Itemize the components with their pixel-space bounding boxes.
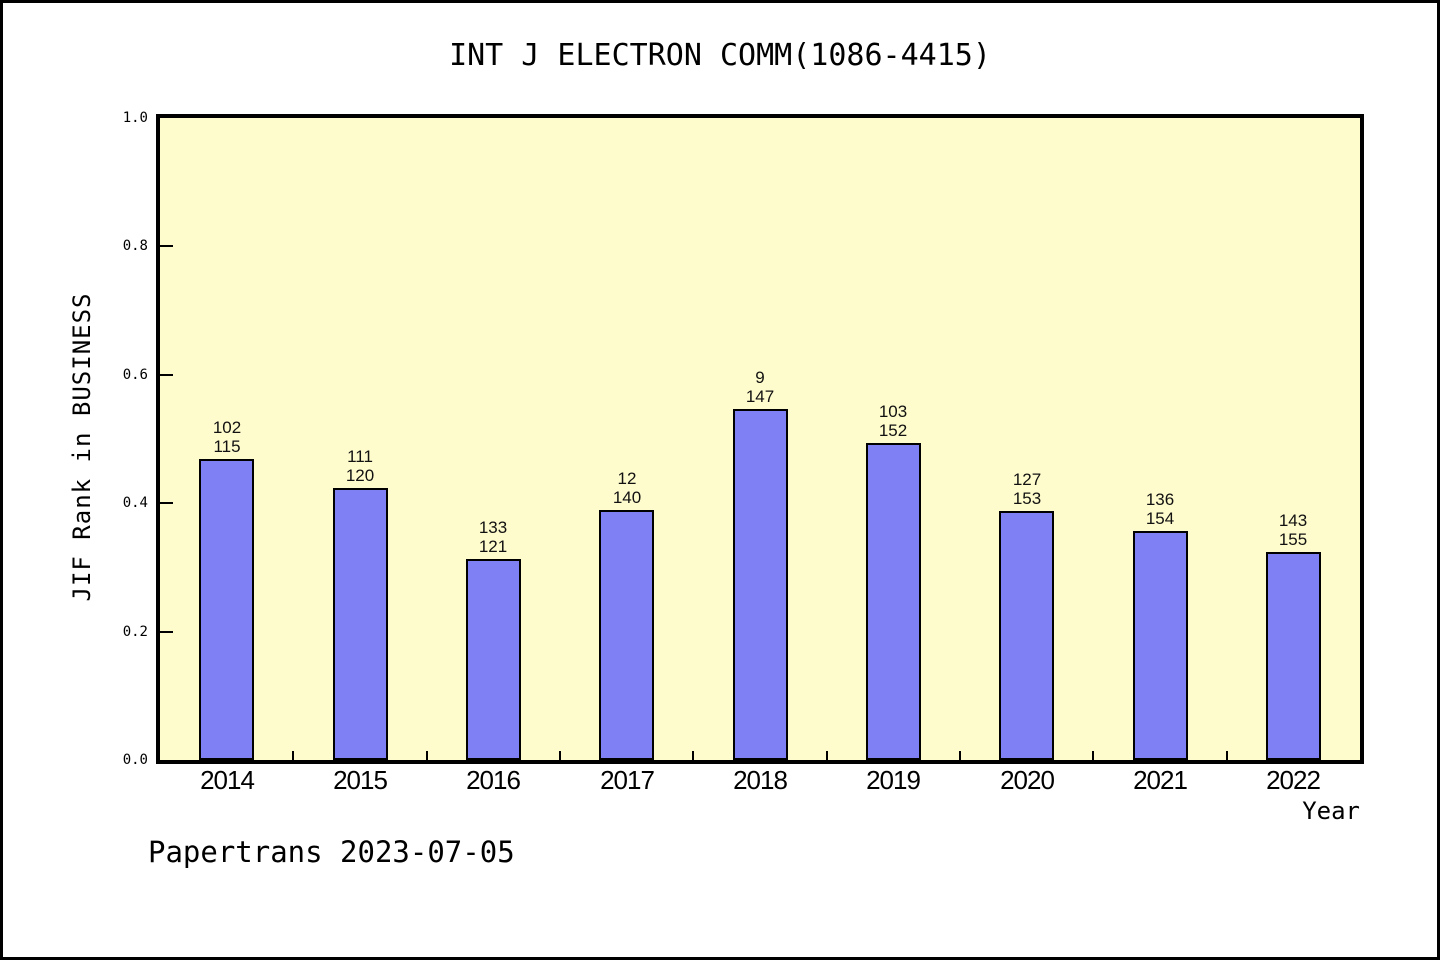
bar — [1266, 552, 1321, 760]
y-tick-mark — [160, 374, 173, 376]
bar-value-line: 120 — [345, 466, 375, 485]
x-minor-tick-mark — [1092, 751, 1094, 760]
y-tick-mark — [160, 245, 173, 247]
y-tick-label: 0.0 — [122, 752, 148, 768]
bar-value-line: 12 — [617, 469, 637, 488]
watermark-text: Papertrans 2023-07-05 — [148, 835, 515, 869]
bar — [1133, 531, 1188, 760]
bar-value-label: 133 121 — [438, 518, 548, 556]
x-tick-label: 2021 — [1133, 765, 1188, 795]
bar-value-label: 102 115 — [172, 418, 282, 456]
plot-area: 102 115 111 120 133 121 12 140 9 147 103 152 127 153 1… — [156, 114, 1364, 764]
bar-value-label: 9 147 — [705, 368, 815, 406]
bar-value-line: 102 — [212, 418, 242, 437]
bar-value-line: 152 — [878, 421, 908, 440]
y-tick-label: 0.8 — [122, 238, 148, 254]
x-minor-tick-mark — [559, 751, 561, 760]
x-minor-tick-mark — [292, 751, 294, 760]
x-minor-tick-mark — [692, 751, 694, 760]
bar-value-line: 140 — [612, 488, 642, 507]
bar — [466, 559, 521, 760]
bar — [999, 511, 1054, 760]
x-minor-tick-mark — [1226, 751, 1228, 760]
bar-value-line: 103 — [878, 402, 908, 421]
y-tick-label: 0.4 — [122, 495, 148, 511]
bar-value-label: 127 153 — [972, 470, 1082, 508]
x-tick-label: 2015 — [333, 765, 388, 795]
y-tick-label: 1.0 — [122, 110, 148, 126]
bar-value-line: 143 — [1278, 511, 1308, 530]
bar-value-line: 133 — [478, 518, 508, 537]
x-tick-label: 2018 — [733, 765, 788, 795]
bar-value-label: 103 152 — [838, 402, 948, 440]
y-axis-label: JIF Rank in BUSINESS — [68, 292, 96, 602]
bar-value-line: 153 — [1012, 489, 1042, 508]
bar-value-line: 9 — [755, 368, 765, 387]
x-minor-tick-mark — [426, 751, 428, 760]
chart-title: INT J ELECTRON COMM(1086-4415) — [449, 38, 991, 73]
x-axis-title: Year — [1302, 797, 1360, 825]
y-tick-label: 0.6 — [122, 367, 148, 383]
y-tick-mark — [160, 631, 173, 633]
bar-value-label: 143 155 — [1238, 511, 1348, 549]
y-tick-label: 0.2 — [122, 624, 148, 640]
bar-value-line: 115 — [213, 437, 241, 456]
bar-value-line: 127 — [1012, 470, 1042, 489]
y-tick-mark — [160, 502, 173, 504]
bar-value-label: 111 120 — [305, 447, 415, 485]
bar-value-line: 154 — [1145, 509, 1175, 528]
x-tick-label: 2022 — [1266, 765, 1321, 795]
bar — [866, 443, 921, 760]
x-tick-label: 2014 — [200, 765, 255, 795]
bar — [733, 409, 788, 760]
bar — [333, 488, 388, 760]
bar — [599, 510, 654, 760]
bar-value-line: 147 — [745, 387, 775, 406]
bar-value-line: 121 — [478, 537, 508, 556]
bar-value-line: 136 — [1145, 490, 1175, 509]
x-tick-label: 2020 — [1000, 765, 1055, 795]
bar — [199, 459, 254, 760]
x-tick-label: 2019 — [866, 765, 921, 795]
x-tick-label: 2017 — [600, 765, 655, 795]
x-tick-label: 2016 — [466, 765, 521, 795]
x-minor-tick-mark — [959, 751, 961, 760]
bar-value-label: 136 154 — [1105, 490, 1215, 528]
x-axis-tick-labels: 2014 2015 2016 2017 2018 2019 2020 2021 2022 — [160, 765, 1360, 801]
bar-value-line: 155 — [1278, 530, 1308, 549]
bar-value-line: 111 — [347, 447, 373, 466]
x-minor-tick-mark — [826, 751, 828, 760]
bar-value-label: 12 140 — [572, 469, 682, 507]
